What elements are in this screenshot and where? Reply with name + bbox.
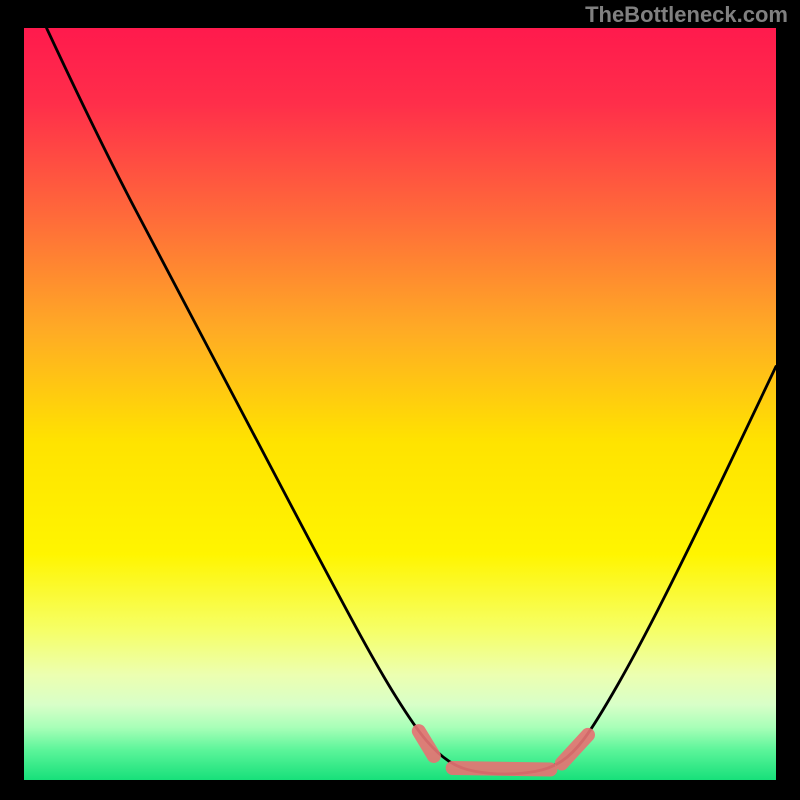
- overlay-segment-1: [453, 768, 551, 770]
- overlay-segment-0: [419, 731, 434, 756]
- plot-area: [24, 28, 776, 780]
- curve-line: [47, 28, 776, 774]
- bottleneck-curve: [24, 28, 776, 780]
- attribution-label: TheBottleneck.com: [585, 2, 788, 28]
- overlay-segment-2: [562, 735, 588, 764]
- chart-frame: TheBottleneck.com: [0, 0, 800, 800]
